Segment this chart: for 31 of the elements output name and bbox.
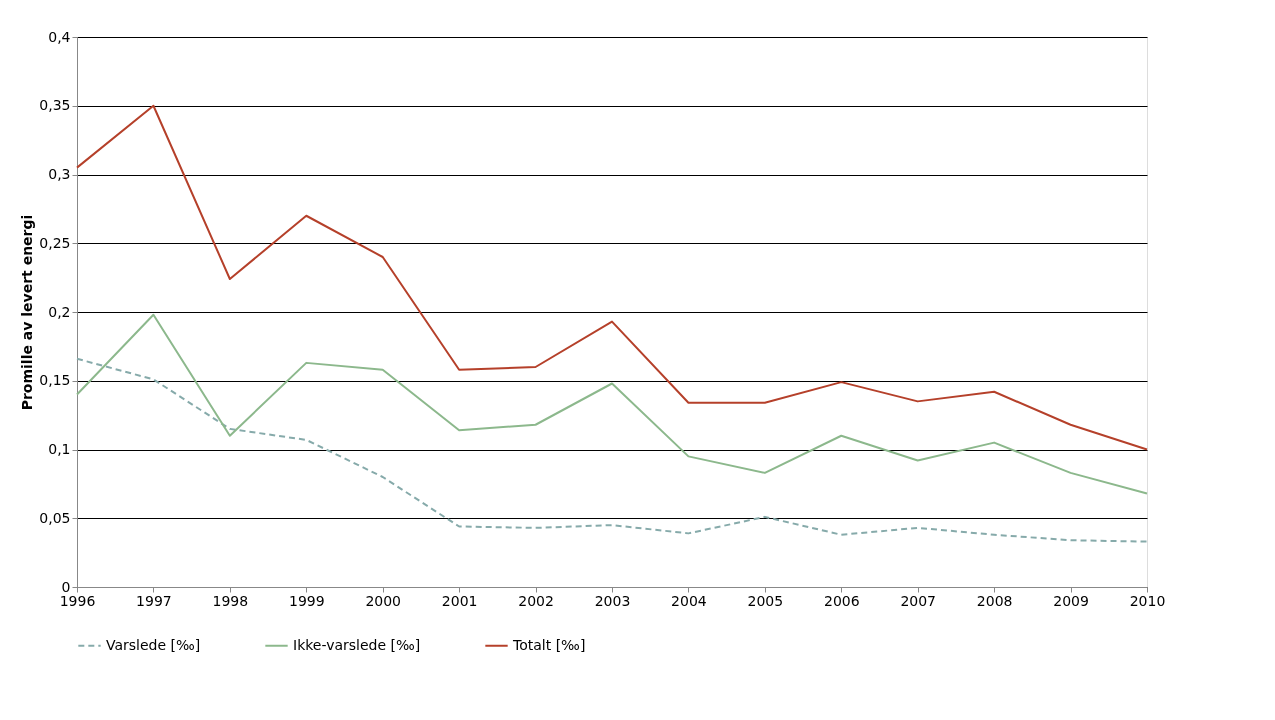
x-tick-label: 1996 [59,592,96,609]
x-tick-label: 1999 [288,592,325,609]
x-tick-label: 2003 [594,592,631,609]
legend-label: Varslede [‰] [106,636,201,653]
x-tick-label: 1998 [212,592,249,609]
y-tick-label: 0 [61,578,71,595]
x-tick-label: 2004 [671,592,707,609]
line-series [76,104,1148,451]
x-tick-label: 2008 [976,592,1013,609]
x-tick-label: 1997 [136,592,172,609]
y-tick-label: 0,25 [39,234,71,251]
x-tick-label: 2006 [823,592,860,609]
legend-label: Ikke-varslede [‰] [293,636,421,653]
x-tick-label: 2007 [900,592,937,609]
y-tick-label: 0,4 [48,28,71,45]
y-tick-label: 0,1 [48,441,71,457]
x-tick-label: 2010 [1129,592,1166,609]
y-axis-title: Promille av levert energi [19,214,36,411]
legend-label: Totalt [‰] [512,636,586,653]
x-tick-label: 2009 [1053,592,1089,609]
x-tick-label: 2002 [518,592,554,609]
y-tick-label: 0,35 [39,97,71,114]
x-tick-label: 2000 [365,592,402,609]
x-tick-label: 2001 [441,592,478,609]
y-tick-label: 0,3 [48,166,71,182]
line-series [76,313,1148,495]
y-tick-label: 0,05 [39,509,71,526]
y-tick-label: 0,2 [48,303,71,320]
line-series [76,357,1148,543]
x-tick-label: 2005 [747,592,784,609]
y-tick-label: 0,15 [39,372,71,389]
